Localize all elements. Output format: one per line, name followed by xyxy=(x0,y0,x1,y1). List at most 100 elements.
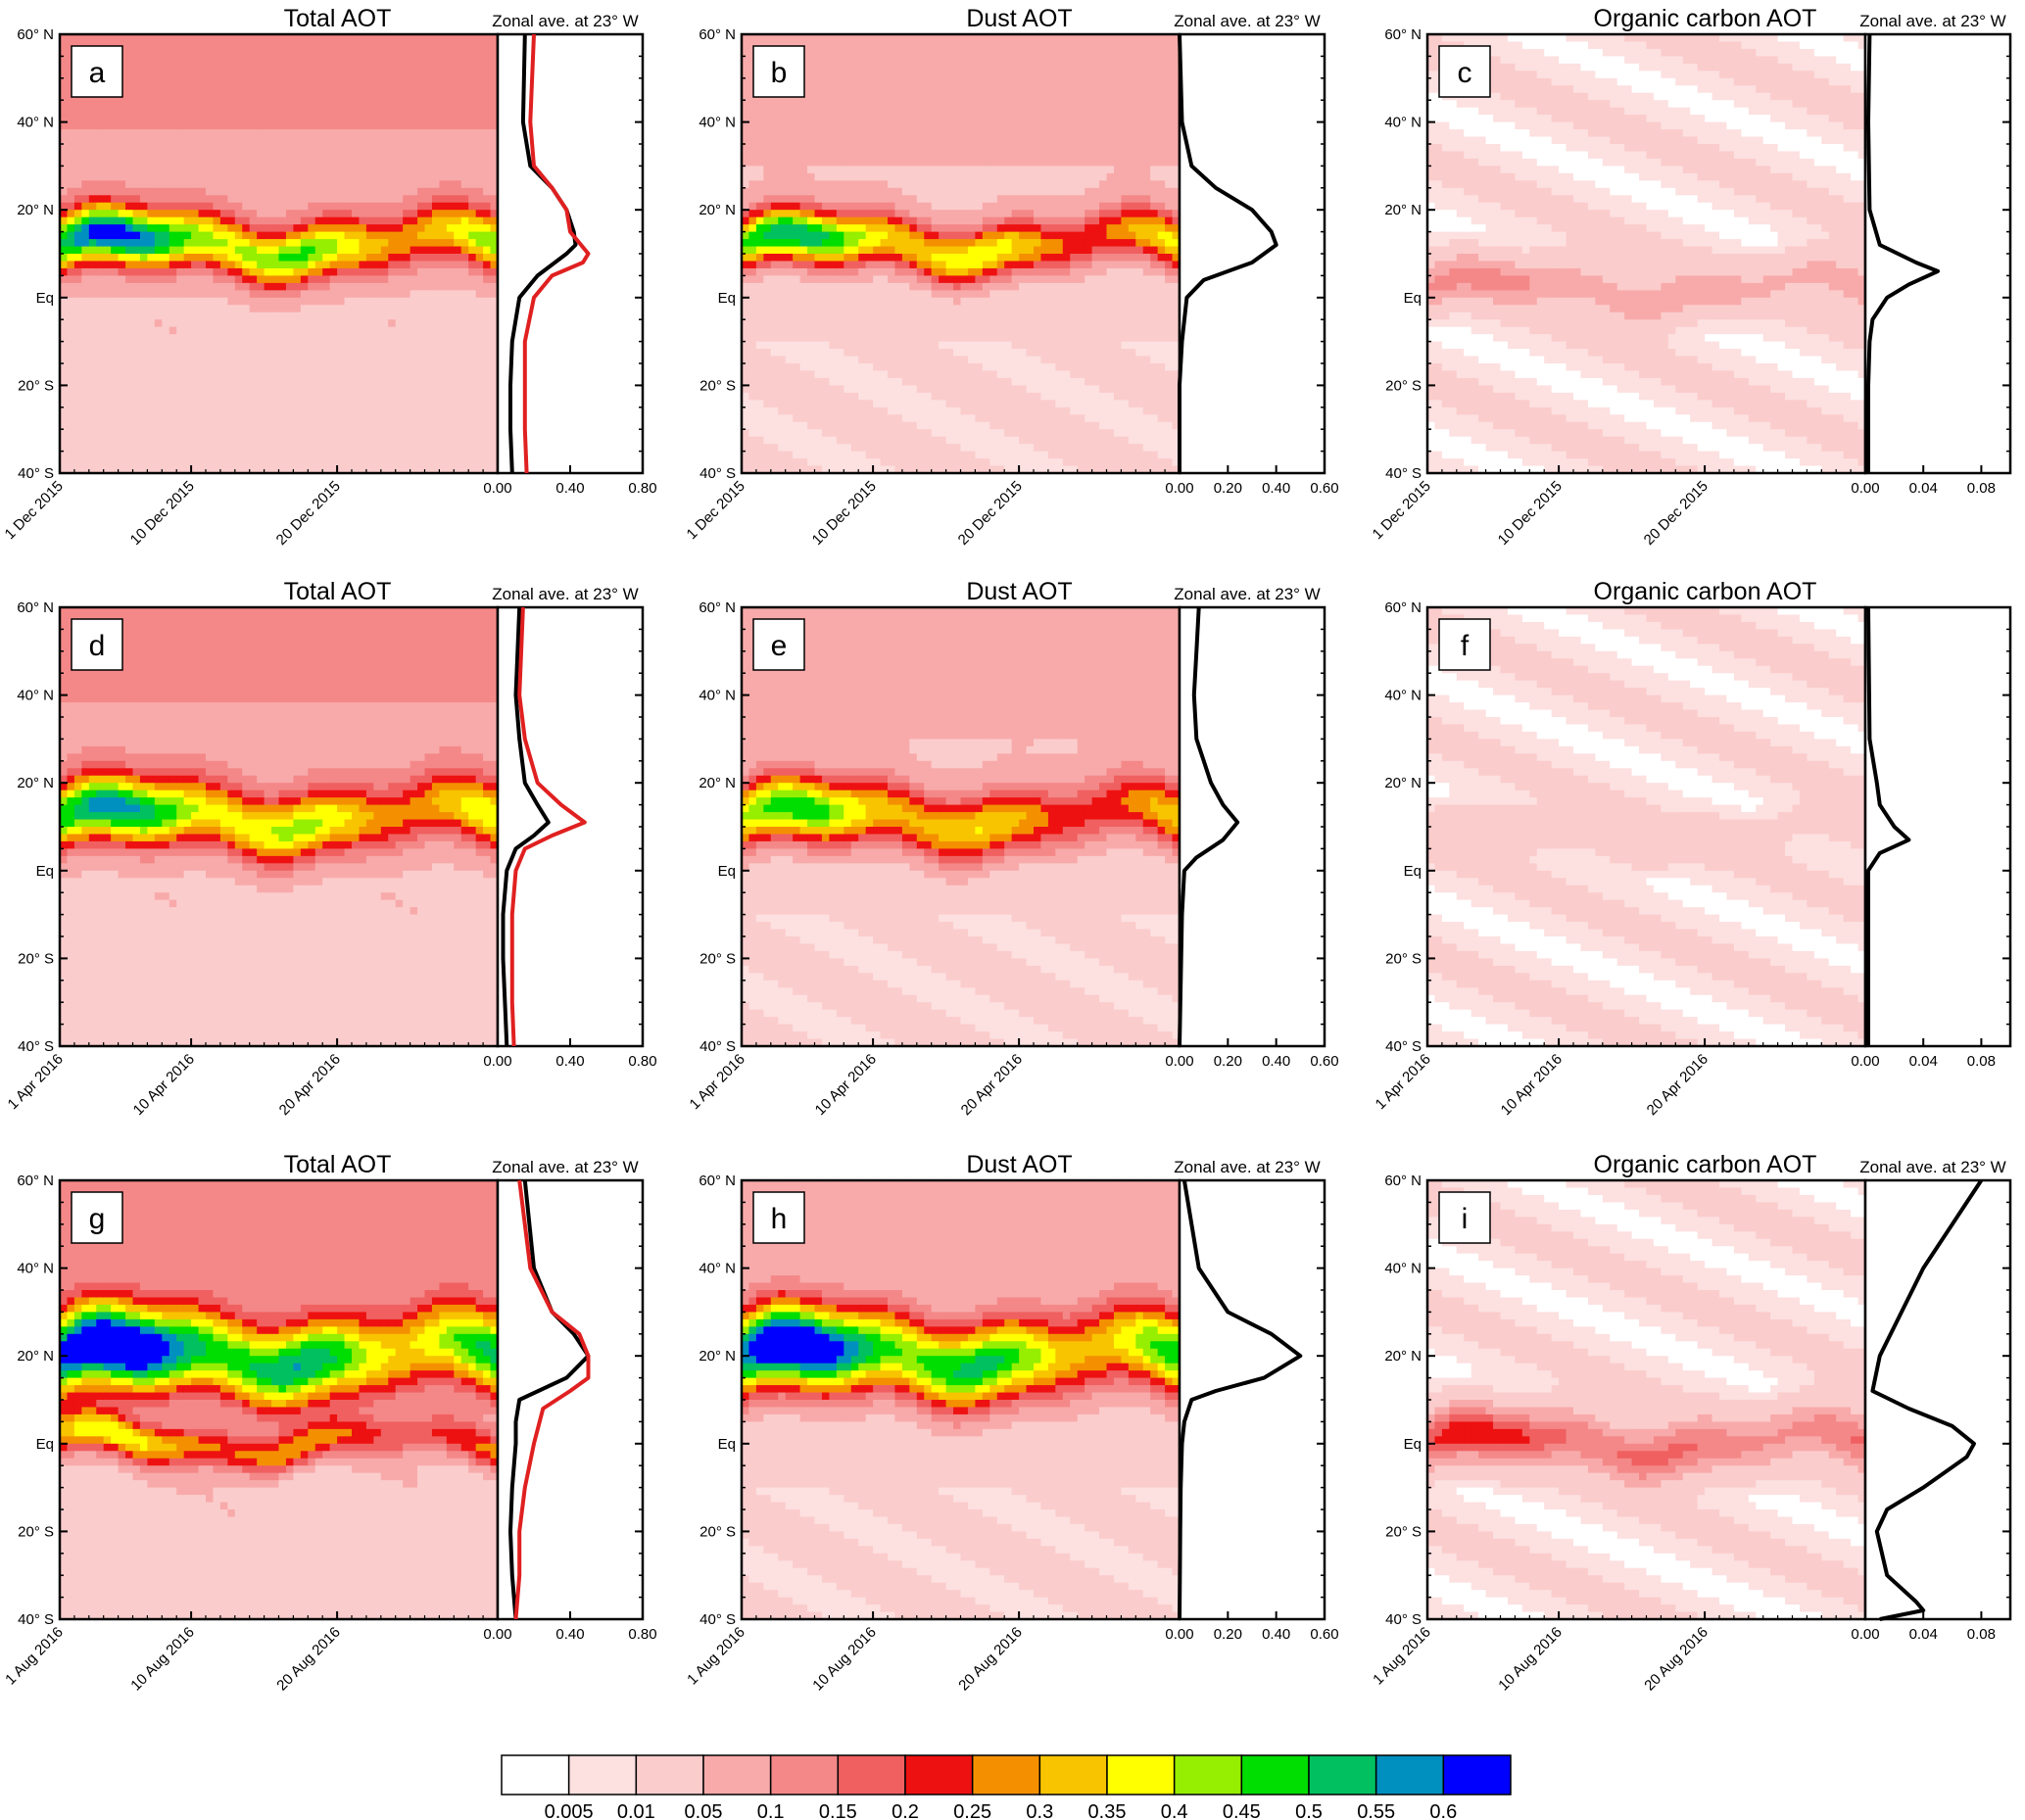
heatmap-cell xyxy=(67,180,74,188)
heatmap-cell xyxy=(125,275,133,283)
heatmap-cell xyxy=(388,100,396,108)
heatmap-cell xyxy=(119,151,126,159)
heatmap-cell xyxy=(293,437,301,445)
heatmap-cell xyxy=(265,437,272,445)
heatmap-cell xyxy=(242,144,250,152)
heatmap-cell xyxy=(242,370,250,378)
heatmap-cell xyxy=(125,452,133,459)
heatmap-cell xyxy=(373,261,381,268)
heatmap-cell xyxy=(125,41,133,49)
heatmap-cell xyxy=(807,363,815,371)
heatmap-cell xyxy=(184,261,192,268)
heatmap-cell xyxy=(763,305,771,312)
heatmap-cell xyxy=(454,334,461,342)
heatmap-cell xyxy=(104,122,112,130)
heatmap-cell xyxy=(235,78,243,86)
heatmap-cell xyxy=(213,349,220,357)
heatmap-cell xyxy=(381,422,389,430)
heatmap-cell xyxy=(844,71,851,78)
heatmap-cell xyxy=(119,400,126,407)
heatmap-cell xyxy=(403,166,410,173)
heatmap-cell xyxy=(111,400,119,407)
heatmap-cell xyxy=(111,444,119,452)
heatmap-cell xyxy=(169,159,177,167)
heatmap-cell xyxy=(815,137,823,145)
heatmap-cell xyxy=(366,407,374,415)
heatmap-cell xyxy=(844,342,851,350)
heatmap-cell xyxy=(778,305,786,312)
heatmap-cell xyxy=(748,363,756,371)
heatmap-cell xyxy=(301,452,309,459)
heatmap-cell xyxy=(800,283,808,291)
heatmap-cell xyxy=(837,56,844,64)
heatmap-cell xyxy=(301,429,309,437)
heatmap-cell xyxy=(191,137,199,145)
heatmap-cell xyxy=(67,349,74,357)
heatmap-cell xyxy=(756,422,764,430)
heatmap-cell xyxy=(96,444,104,452)
heatmap-cell xyxy=(837,122,844,130)
heatmap-cell xyxy=(454,305,461,312)
heatmap-cell xyxy=(410,247,418,255)
heatmap-cell xyxy=(483,334,491,342)
heatmap-cell xyxy=(771,334,779,342)
heatmap-cell xyxy=(119,129,126,137)
heatmap-cell xyxy=(147,414,155,422)
heatmap-cell xyxy=(220,71,228,78)
heatmap-cell xyxy=(468,41,476,49)
heatmap-cell xyxy=(483,268,491,276)
heatmap-cell xyxy=(322,363,330,371)
heatmap-cell xyxy=(265,349,272,357)
heatmap-cell xyxy=(140,261,148,268)
heatmap-cell xyxy=(461,393,469,401)
heatmap-cell xyxy=(250,85,258,93)
heatmap-cell xyxy=(468,363,476,371)
heatmap-cell xyxy=(807,275,815,283)
heatmap-cell xyxy=(286,283,294,291)
heatmap-cell xyxy=(184,444,192,452)
heatmap-cell xyxy=(125,458,133,466)
heatmap-cell xyxy=(359,173,366,181)
heatmap-cell xyxy=(771,100,779,108)
heatmap-cell xyxy=(366,188,374,196)
heatmap-cell xyxy=(235,312,243,320)
heatmap-cell xyxy=(432,357,440,364)
heatmap-cell xyxy=(162,378,169,386)
heatmap-cell xyxy=(271,224,279,232)
heatmap-cell xyxy=(257,268,265,276)
heatmap-cell xyxy=(815,393,823,401)
heatmap-cell xyxy=(373,78,381,86)
heatmap-cell xyxy=(286,115,294,122)
heatmap-cell xyxy=(786,357,794,364)
heatmap-cell xyxy=(235,203,243,211)
heatmap-cell xyxy=(786,275,794,283)
heatmap-cell xyxy=(822,437,830,445)
heatmap-cell xyxy=(483,210,491,217)
heatmap-cell xyxy=(169,261,177,268)
heatmap-cell xyxy=(756,305,764,312)
heatmap-cell xyxy=(184,452,192,459)
heatmap-cell xyxy=(322,195,330,203)
heatmap-cell xyxy=(125,56,133,64)
heatmap-cell xyxy=(447,188,455,196)
heatmap-cell xyxy=(763,370,771,378)
heatmap-cell xyxy=(67,151,74,159)
heatmap-cell xyxy=(199,400,207,407)
heatmap-cell xyxy=(322,210,330,217)
heatmap-cell xyxy=(447,458,455,466)
heatmap-cell xyxy=(293,93,301,101)
heatmap-cell xyxy=(322,166,330,173)
heatmap-cell xyxy=(155,290,163,298)
heatmap-cell xyxy=(96,407,104,415)
heatmap-cell xyxy=(837,312,844,320)
heatmap-cell xyxy=(793,305,800,312)
heatmap-cell xyxy=(140,232,148,240)
heatmap-cell xyxy=(74,407,82,415)
heatmap-cell xyxy=(468,247,476,255)
heatmap-cell xyxy=(155,188,163,196)
heatmap-cell xyxy=(227,49,235,57)
heatmap-cell xyxy=(800,378,808,386)
heatmap-cell xyxy=(279,452,287,459)
heatmap-cell xyxy=(345,298,353,306)
heatmap-cell xyxy=(184,232,192,240)
